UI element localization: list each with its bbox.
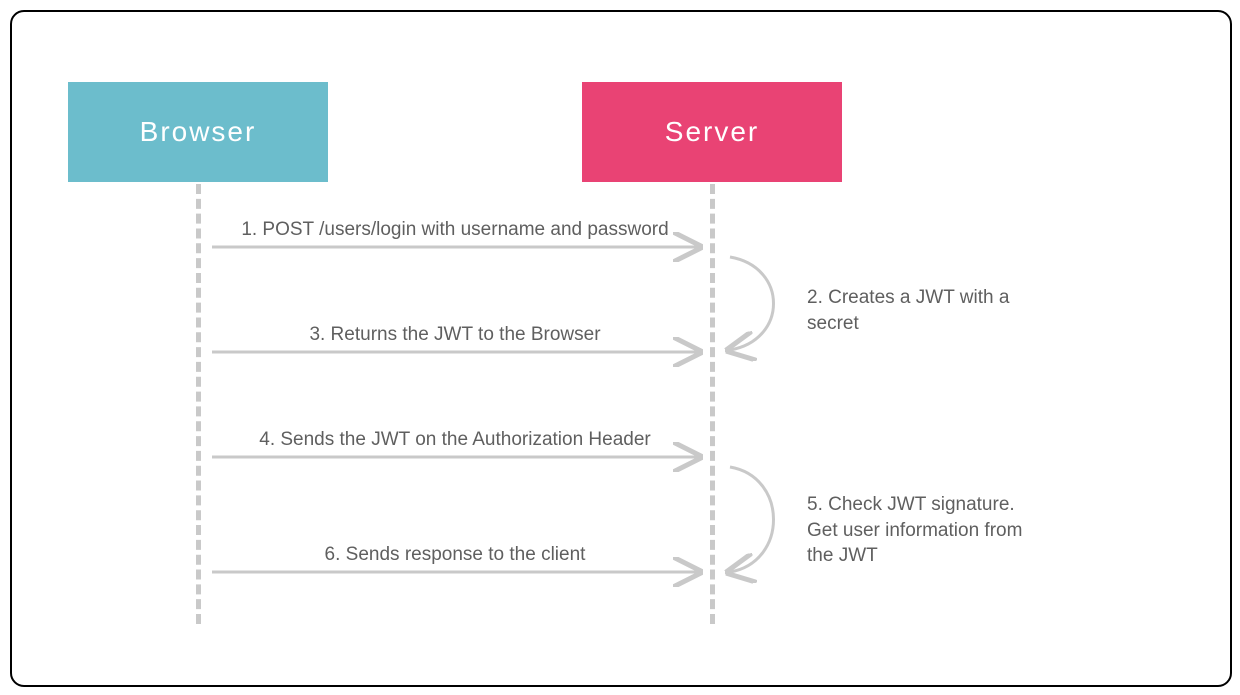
participant-browser: Browser — [68, 82, 328, 182]
diagram-frame: Browser Server 1. POST /users/login with… — [10, 10, 1232, 687]
self-action-label-m2: 2. Creates a JWT with a secret — [807, 285, 1037, 336]
message-label-m6: 6. Sends response to the client — [145, 544, 765, 566]
self-action-label-m5: 5. Check JWT signature. Get user informa… — [807, 492, 1037, 569]
participant-server-label: Server — [665, 116, 759, 148]
message-label-m4: 4. Sends the JWT on the Authorization He… — [145, 429, 765, 451]
participant-server: Server — [582, 82, 842, 182]
message-label-m1: 1. POST /users/login with username and p… — [145, 219, 765, 241]
participant-browser-label: Browser — [140, 116, 257, 148]
message-label-m3: 3. Returns the JWT to the Browser — [145, 324, 765, 346]
